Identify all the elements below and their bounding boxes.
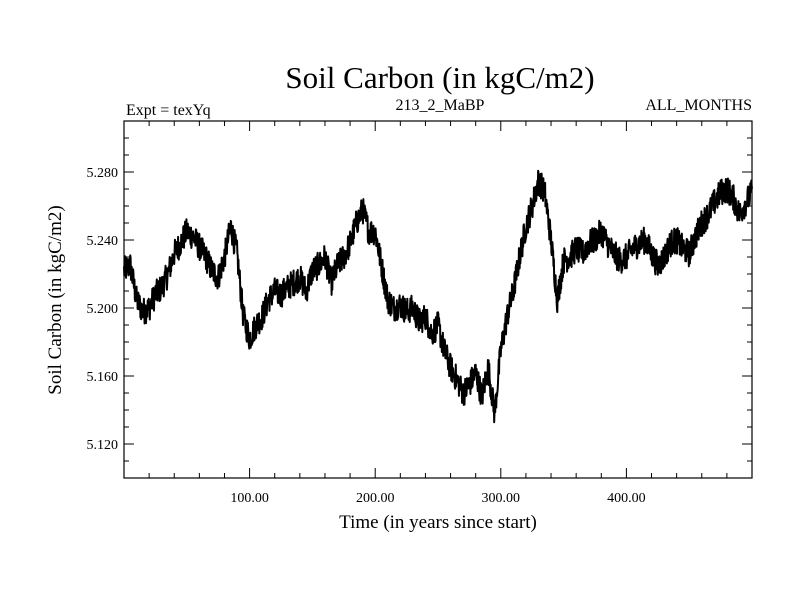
chart-subtitle-left: Expt = texYq <box>126 102 211 119</box>
x-tick-label: 400.00 <box>607 491 646 506</box>
axis-ticks: 100.00 200.00 300.00 400.00 5.120 5.160 5.200 5… <box>87 120 752 506</box>
chart-subtitle-right: ALL_MONTHS <box>645 97 752 114</box>
y-tick-label: 5.240 <box>87 234 119 249</box>
y-tick-label: 5.120 <box>87 438 119 453</box>
x-tick-label: 100.00 <box>230 491 269 506</box>
plot-frame <box>123 120 753 479</box>
y-axis-label: Soil Carbon (in kgC/m2) <box>45 205 66 394</box>
y-tick-label: 5.280 <box>87 166 119 181</box>
plot-data <box>123 169 753 424</box>
x-tick-label: 300.00 <box>482 491 521 506</box>
y-tick-label: 5.160 <box>87 370 119 385</box>
chart-title: Soil Carbon (in kgC/m2) <box>285 60 594 95</box>
x-axis-label: Time (in years since start) <box>339 512 537 533</box>
y-tick-label: 5.200 <box>87 302 119 317</box>
series-line <box>123 169 753 424</box>
x-tick-label: 200.00 <box>356 491 395 506</box>
chart-subtitle-center: 213_2_MaBP <box>396 97 485 114</box>
